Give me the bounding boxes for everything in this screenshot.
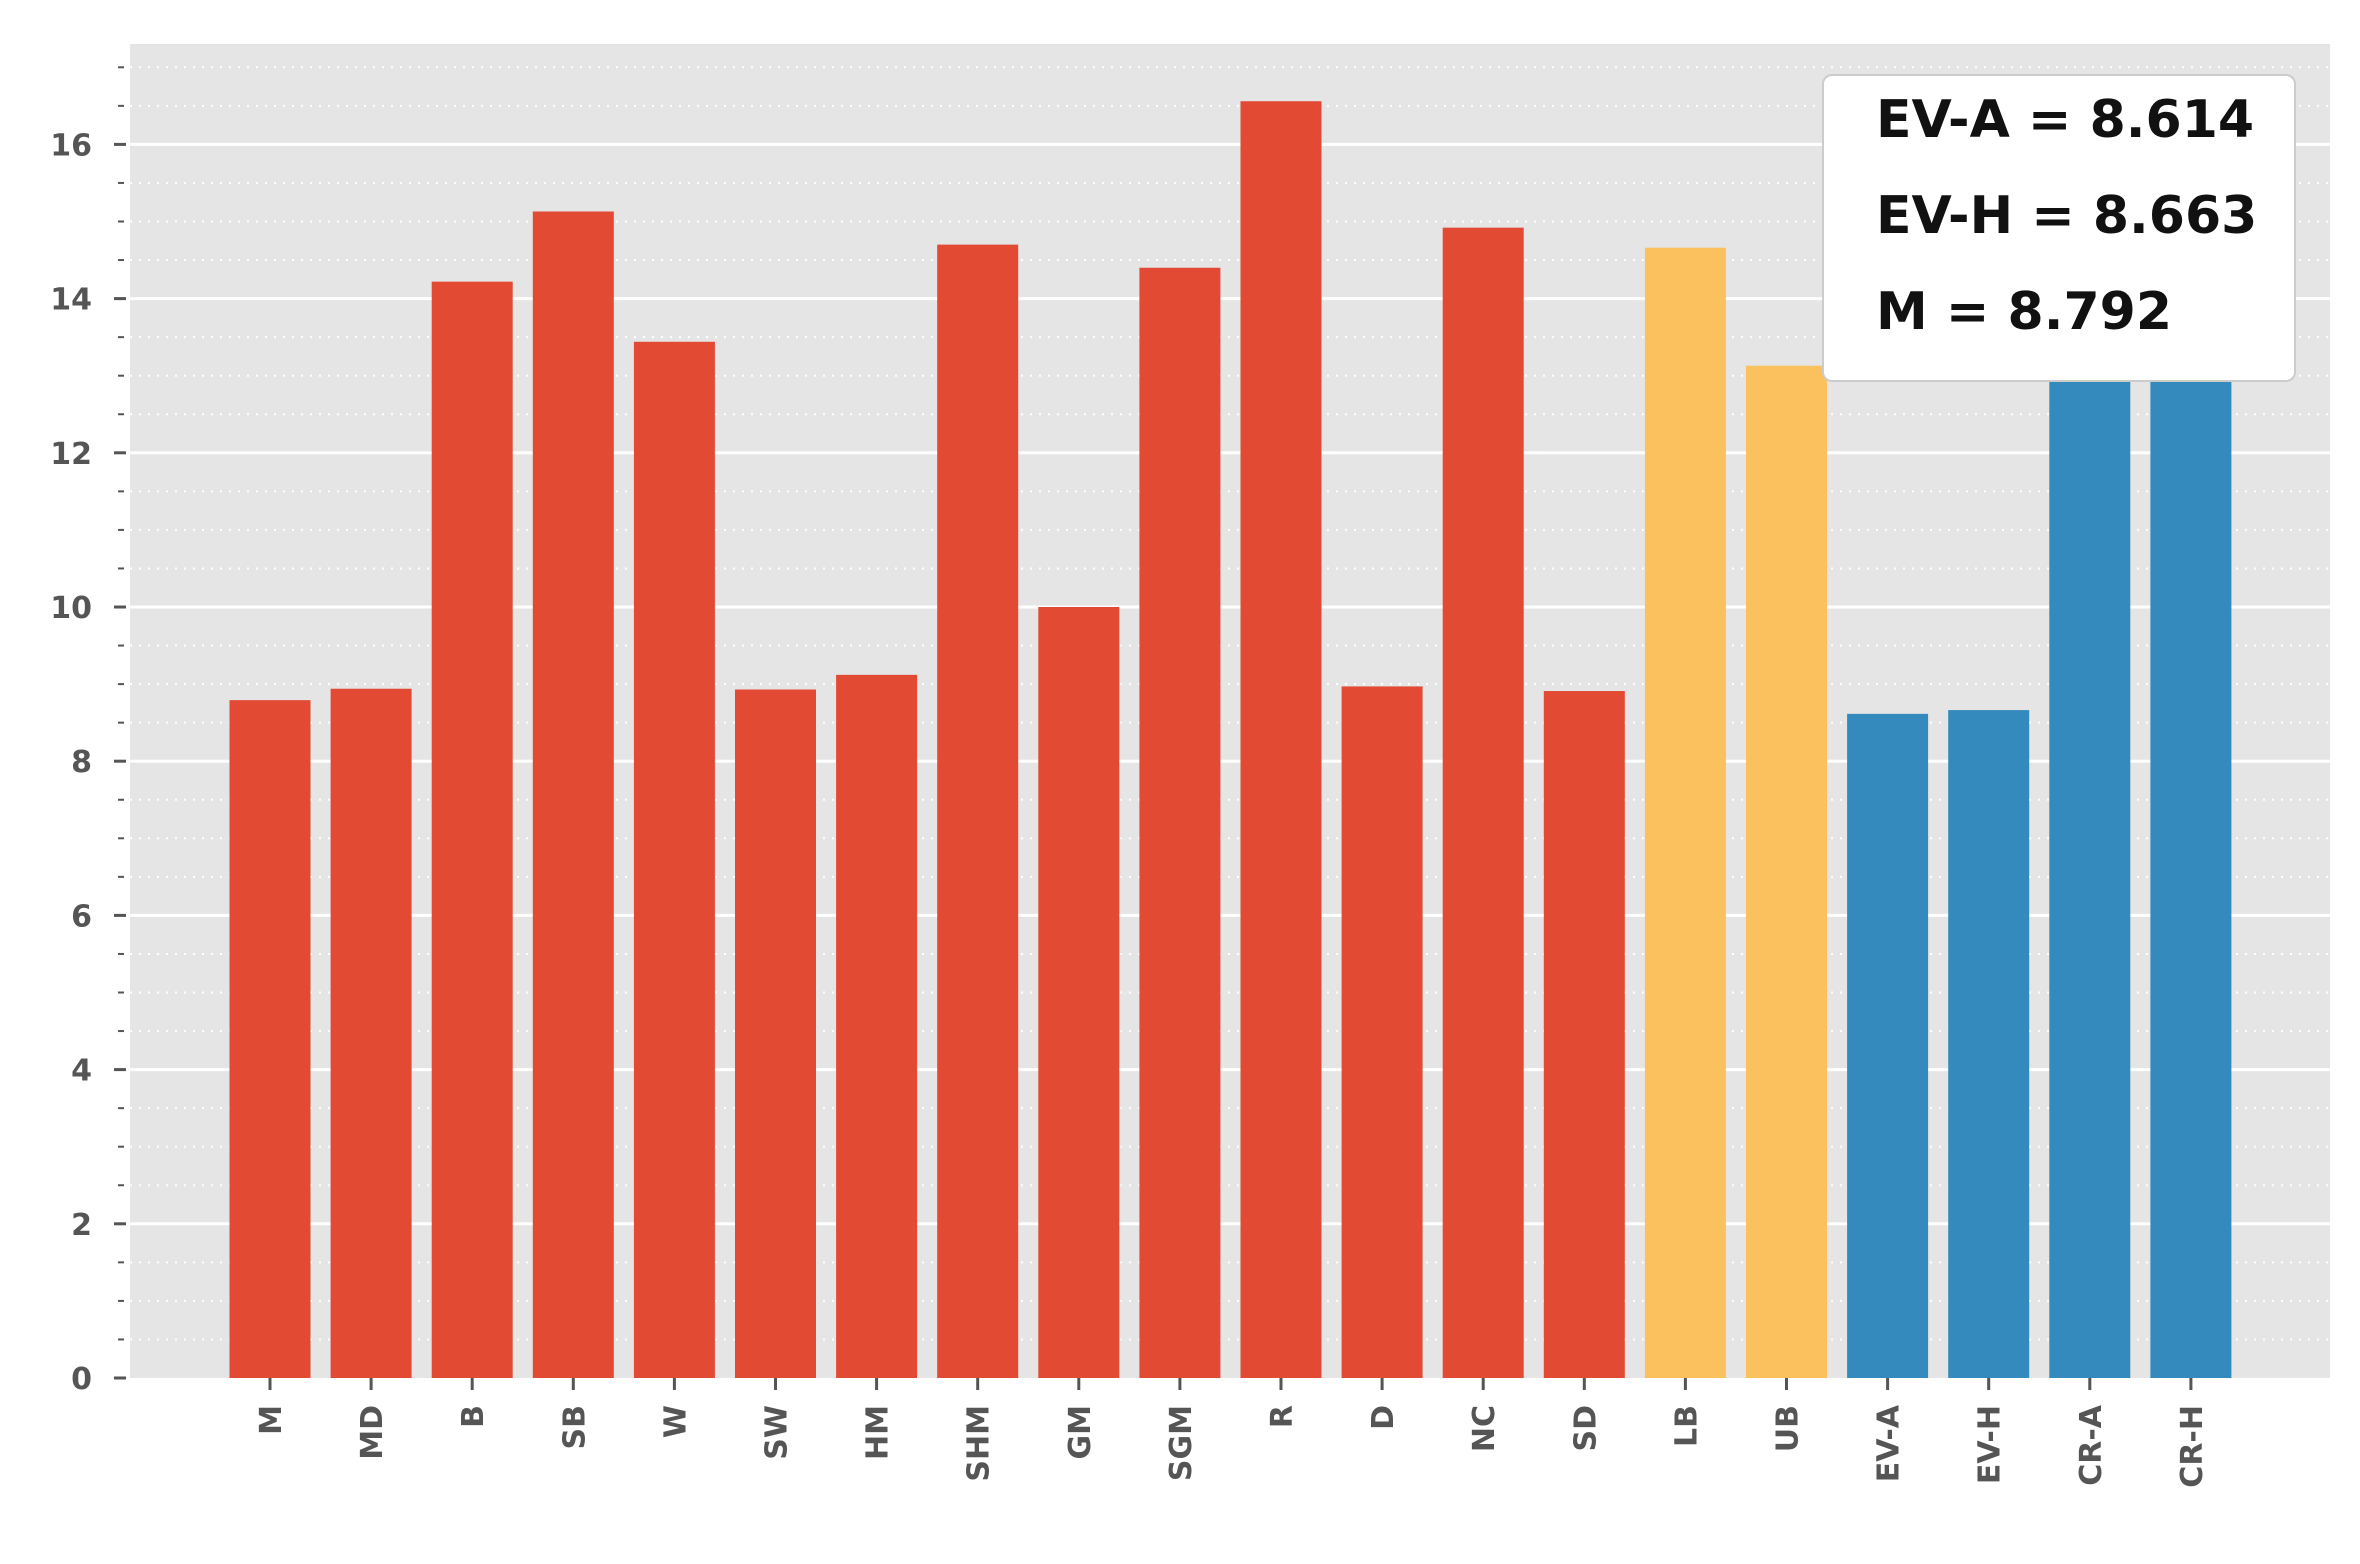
x-tick-label: SGM <box>1164 1405 1199 1481</box>
x-tick-label: B <box>456 1405 491 1428</box>
x-tick-label: CR-H <box>2175 1405 2210 1488</box>
bar-cr-h <box>2150 337 2232 1378</box>
bar-gm <box>1038 607 1120 1378</box>
y-tick-label: 4 <box>71 1054 92 1089</box>
bar-sgm <box>1139 267 1221 1378</box>
bars-layer <box>229 101 2232 1379</box>
x-tick-label: LB <box>1669 1405 1704 1447</box>
x-tick-label: MD <box>355 1405 390 1460</box>
x-tick-label: UB <box>1771 1405 1806 1452</box>
x-tick-label: D <box>1366 1405 1401 1430</box>
x-tick-label: CR-A <box>2074 1404 2109 1486</box>
bar-cr-a <box>2049 337 2131 1378</box>
x-tick-label: W <box>658 1405 693 1438</box>
x-tick-label: M <box>254 1405 289 1435</box>
bar-b <box>431 281 513 1379</box>
y-tick-label: 0 <box>71 1362 92 1397</box>
bar-md <box>330 688 412 1378</box>
x-tick-label: NC <box>1467 1405 1502 1452</box>
x-tick-label: SB <box>557 1405 592 1449</box>
bar-sw <box>735 689 816 1378</box>
y-tick-label: 2 <box>71 1208 92 1243</box>
bar-r <box>1240 101 1322 1378</box>
x-tick-label: HM <box>861 1405 896 1460</box>
x-tick-label: EV-A <box>1872 1404 1907 1482</box>
y-axis: 0 2 4 6 8 10 12 14 16 <box>50 66 126 1397</box>
bar-ev-a <box>1847 713 1929 1378</box>
x-axis: M MD B SB W SW HM SHM GM SGM R D NC SD LB UB EV-A EV-H CR-… <box>254 1378 2210 1488</box>
y-tick-label: 14 <box>50 283 92 318</box>
bar-ev-h <box>1948 710 2030 1378</box>
bar-ub <box>1746 365 1827 1378</box>
x-tick-label: SD <box>1568 1405 1603 1452</box>
x-tick-label: SW <box>760 1405 795 1460</box>
y-tick-label: 12 <box>50 437 92 472</box>
bar-d <box>1341 686 1423 1378</box>
annotation-box: EV-A = 8.614 EV-H = 8.663 M = 8.792 <box>1822 74 2296 382</box>
bar-nc <box>1442 227 1524 1379</box>
y-tick-label: 16 <box>50 128 92 163</box>
bar-sd <box>1543 691 1625 1378</box>
bar-hm <box>836 674 918 1378</box>
bar-sb <box>532 211 614 1378</box>
annotation-line-ev-a: EV-A = 8.614 <box>1876 90 2255 150</box>
y-tick-label: 8 <box>71 745 92 780</box>
annotation-line-m: M = 8.792 <box>1876 282 2173 342</box>
bar-m <box>229 700 311 1378</box>
y-tick-label: 6 <box>71 899 92 934</box>
x-tick-label: R <box>1265 1405 1300 1428</box>
bar-shm <box>937 244 1019 1378</box>
x-tick-label: SHM <box>962 1405 997 1482</box>
x-tick-label: EV-H <box>1973 1405 2008 1484</box>
bar-w <box>633 341 715 1378</box>
annotation-line-ev-h: EV-H = 8.663 <box>1876 186 2258 246</box>
bar-lb <box>1644 247 1726 1379</box>
x-tick-label: GM <box>1063 1405 1098 1459</box>
y-tick-label: 10 <box>50 591 92 626</box>
